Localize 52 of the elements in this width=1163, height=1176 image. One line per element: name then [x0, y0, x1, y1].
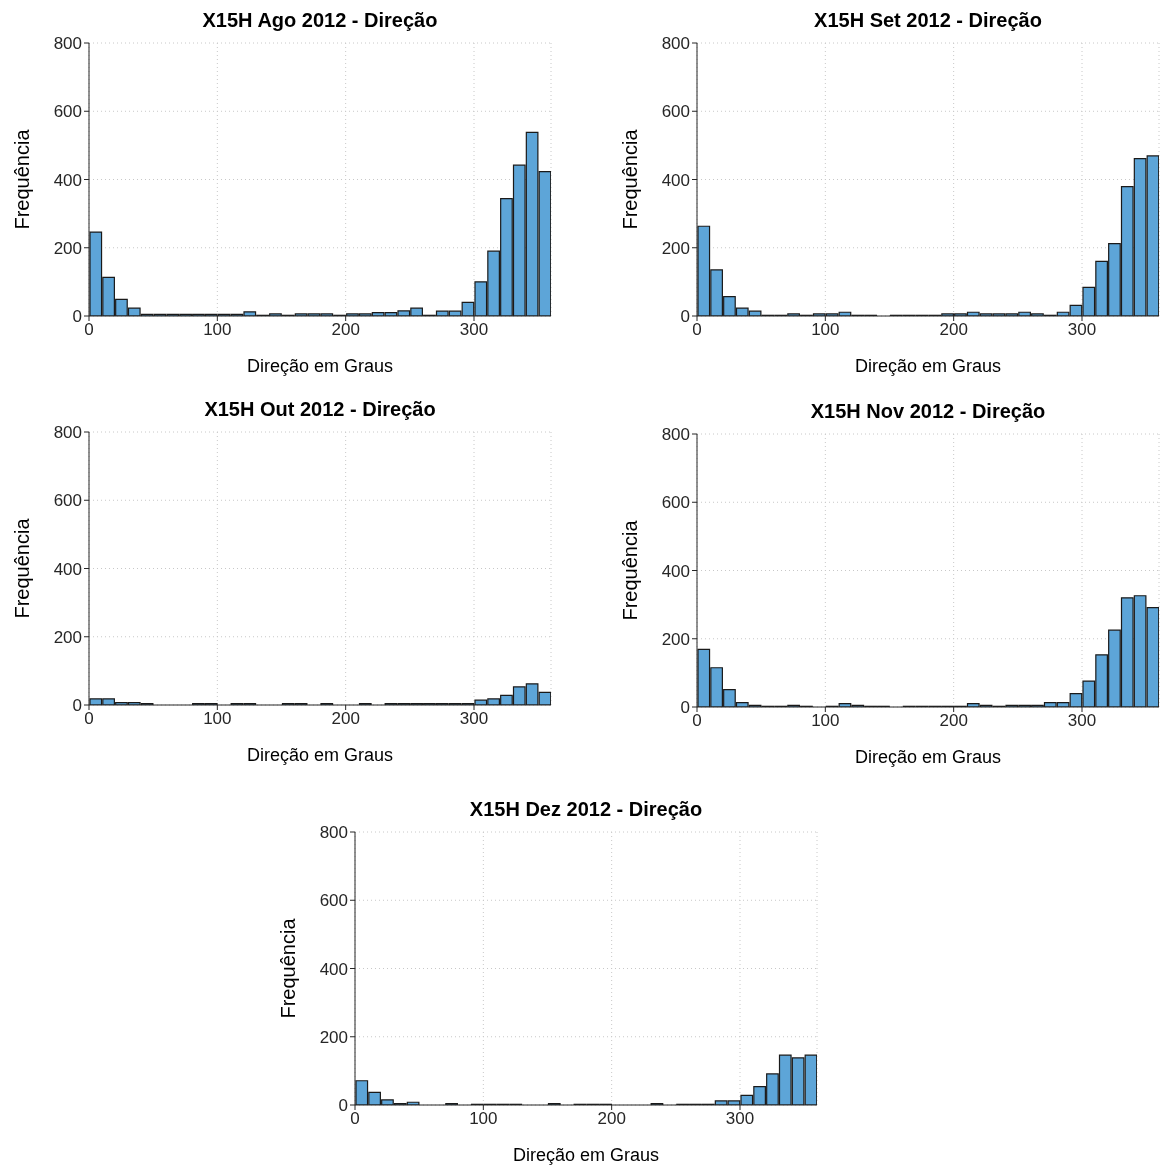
x-tick-label: 100 — [469, 1109, 498, 1129]
y-axis-title: Frequência — [619, 519, 642, 621]
y-tick-label: 400 — [661, 170, 690, 190]
y-tick-label: 200 — [53, 627, 82, 647]
x-tick-label: 100 — [203, 709, 232, 729]
x-axis-title: Direção em Graus — [246, 356, 394, 376]
x-tick-label: 200 — [939, 711, 968, 731]
x-tick-label: 100 — [811, 711, 840, 731]
y-tick-label: 800 — [661, 34, 690, 54]
y-tick-label: 400 — [319, 959, 348, 979]
y-tick-label: 0 — [338, 1096, 348, 1116]
x-axis-title: Direção em Graus — [246, 745, 394, 765]
y-tick-label: 400 — [53, 559, 82, 579]
x-axis-title: Direção em Graus — [854, 356, 1002, 376]
x-tick-label: 300 — [1067, 320, 1097, 340]
chart-title: X15H Out 2012 - Direção — [203, 397, 437, 422]
y-tick-label: 400 — [661, 561, 690, 581]
x-tick-label: 100 — [811, 320, 840, 340]
y-tick-label: 0 — [72, 696, 82, 716]
y-axis-title: Frequência — [619, 128, 642, 230]
y-tick-label: 200 — [319, 1027, 348, 1047]
y-tick-label: 0 — [72, 307, 82, 327]
x-axis-title: Direção em Graus — [854, 747, 1002, 767]
x-tick-label: 300 — [459, 709, 489, 729]
y-tick-label: 600 — [53, 102, 82, 122]
y-axis-title: Frequência — [277, 917, 300, 1019]
y-tick-label: 0 — [680, 307, 690, 327]
x-tick-label: 300 — [1067, 711, 1097, 731]
y-tick-label: 200 — [661, 629, 690, 649]
y-tick-label: 400 — [53, 170, 82, 190]
chart-title: X15H Set 2012 - Direção — [813, 8, 1043, 33]
x-tick-label: 300 — [725, 1109, 755, 1129]
y-tick-label: 800 — [661, 425, 690, 445]
chart-title: X15H Ago 2012 - Direção — [201, 8, 439, 33]
x-tick-label: 200 — [939, 320, 968, 340]
y-axis-title: Frequência — [11, 128, 34, 230]
y-tick-label: 600 — [661, 102, 690, 122]
x-tick-label: 100 — [203, 320, 232, 340]
y-tick-label: 800 — [319, 823, 348, 843]
y-tick-label: 600 — [661, 493, 690, 513]
y-tick-label: 800 — [53, 34, 82, 54]
y-tick-label: 800 — [53, 423, 82, 443]
chart-title: X15H Dez 2012 - Direção — [468, 797, 704, 822]
x-axis-title: Direção em Graus — [512, 1145, 660, 1165]
x-tick-label: 200 — [597, 1109, 626, 1129]
chart-title: X15H Nov 2012 - Direção — [809, 399, 1047, 424]
y-tick-label: 200 — [661, 238, 690, 258]
y-tick-label: 600 — [319, 891, 348, 911]
x-tick-label: 300 — [459, 320, 489, 340]
y-tick-label: 200 — [53, 238, 82, 258]
y-axis-title: Frequência — [11, 517, 34, 619]
y-tick-label: 600 — [53, 491, 82, 511]
